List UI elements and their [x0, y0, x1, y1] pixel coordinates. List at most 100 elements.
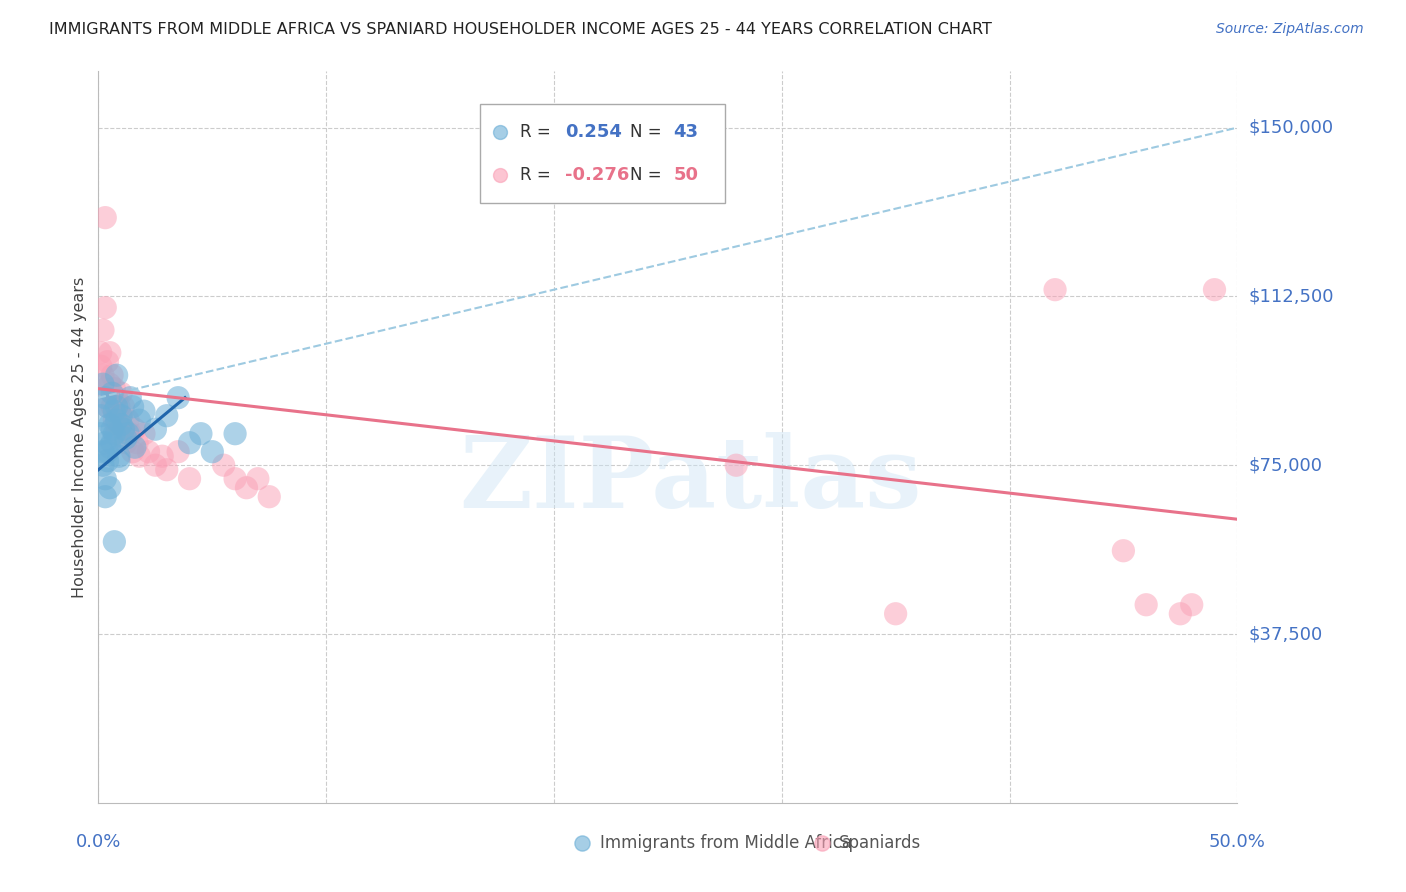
Point [108, 417, 131, 432]
Point [91, 377, 114, 392]
Point [246, 472, 269, 486]
Point [117, 426, 139, 441]
Point [105, 426, 128, 441]
Point [98, 417, 121, 432]
Point [124, 440, 146, 454]
Point [94, 472, 117, 486]
Point [90, 359, 112, 374]
Point [94, 490, 117, 504]
Point [179, 435, 201, 450]
Point [150, 449, 173, 463]
Point [1112, 543, 1135, 558]
Point [156, 409, 179, 423]
Point [94, 301, 117, 315]
Text: ZIPatlas: ZIPatlas [460, 433, 922, 530]
Point [105, 400, 128, 414]
Point [98, 481, 121, 495]
Text: 0.0%: 0.0% [76, 833, 121, 851]
Point [132, 404, 155, 418]
Point [103, 404, 125, 418]
Point [101, 386, 124, 401]
Point [891, 796, 914, 810]
Text: Source: ZipAtlas.com: Source: ZipAtlas.com [1216, 22, 1364, 37]
Point [110, 417, 132, 432]
Point [117, 413, 139, 427]
Point [91, 444, 114, 458]
Point [725, 458, 748, 473]
Point [212, 458, 235, 473]
Point [145, 422, 167, 436]
Text: N =: N = [630, 123, 666, 141]
Point [110, 386, 132, 401]
Text: $150,000: $150,000 [1249, 119, 1333, 136]
Point [145, 458, 167, 473]
Point [127, 435, 149, 450]
Text: 43: 43 [673, 123, 699, 141]
Point [201, 444, 224, 458]
Text: N =: N = [630, 167, 666, 185]
Point [112, 422, 135, 436]
Point [105, 413, 128, 427]
Point [128, 413, 150, 427]
Point [156, 463, 179, 477]
Text: R =: R = [520, 123, 555, 141]
Point [1170, 607, 1192, 621]
Text: 50.0%: 50.0% [1209, 833, 1265, 851]
Point [90, 426, 112, 441]
Y-axis label: Householder Income Ages 25 - 44 years: Householder Income Ages 25 - 44 years [72, 277, 87, 598]
Point [167, 444, 190, 458]
Text: Immigrants from Middle Africa: Immigrants from Middle Africa [599, 834, 852, 852]
Text: $75,000: $75,000 [1249, 456, 1323, 475]
Point [112, 400, 135, 414]
Text: $112,500: $112,500 [1249, 287, 1334, 305]
Point [105, 391, 128, 405]
Point [167, 391, 190, 405]
Text: 0.254: 0.254 [565, 123, 623, 141]
Point [190, 426, 212, 441]
Point [96, 400, 118, 414]
Point [112, 422, 135, 436]
Point [114, 431, 136, 445]
Point [96, 444, 118, 458]
Point [259, 490, 281, 504]
Point [101, 368, 124, 383]
Point [884, 607, 907, 621]
Point [103, 382, 125, 396]
Point [91, 368, 114, 383]
Point [96, 354, 118, 368]
Point [105, 368, 128, 383]
Text: IMMIGRANTS FROM MIDDLE AFRICA VS SPANIARD HOUSEHOLDER INCOME AGES 25 - 44 YEARS : IMMIGRANTS FROM MIDDLE AFRICA VS SPANIAR… [49, 22, 993, 37]
Point [94, 435, 117, 450]
Point [103, 413, 125, 427]
Point [120, 426, 142, 441]
Point [124, 422, 146, 436]
Point [121, 444, 143, 458]
Point [90, 345, 112, 359]
Point [91, 323, 114, 337]
Text: R =: R = [520, 167, 555, 185]
Point [98, 377, 121, 392]
Point [98, 440, 121, 454]
Point [235, 481, 257, 495]
Point [224, 426, 246, 441]
Text: $37,500: $37,500 [1249, 625, 1323, 643]
Point [1043, 283, 1066, 297]
Text: Spaniards: Spaniards [839, 834, 921, 852]
Point [108, 449, 131, 463]
Point [110, 409, 132, 423]
FancyBboxPatch shape [479, 104, 725, 203]
Point [103, 426, 125, 441]
Point [1054, 796, 1078, 810]
Point [103, 534, 125, 549]
Point [101, 435, 124, 450]
Point [114, 435, 136, 450]
Point [96, 453, 118, 467]
Point [224, 472, 246, 486]
Point [90, 409, 112, 423]
Point [101, 422, 124, 436]
Point [120, 391, 142, 405]
Point [101, 400, 124, 414]
Point [1135, 598, 1157, 612]
Point [179, 472, 201, 486]
Point [98, 345, 121, 359]
